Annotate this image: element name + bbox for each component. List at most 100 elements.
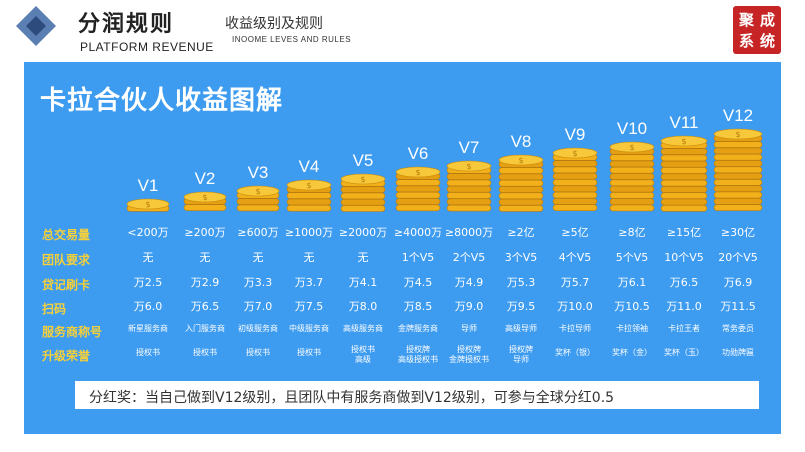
row-label: 总交易量	[42, 228, 91, 242]
table-cell: 万3.7	[294, 276, 324, 289]
table-cell: 奖杯（金）	[612, 348, 652, 357]
table-cell: 万10.5	[614, 300, 650, 313]
panel-title: 卡拉合伙人收益图解	[40, 86, 284, 116]
table-cell: 万5.7	[560, 276, 590, 289]
table-cell: 奖杯（玉）	[664, 348, 704, 357]
table-cell: 万4.5	[403, 276, 433, 289]
row-label: 贷记刷卡	[42, 278, 91, 292]
row-label: 扫码	[42, 302, 67, 316]
table-cell: 授权牌 导师	[509, 345, 533, 364]
row-label: 服务商称号	[42, 325, 103, 339]
page-title: 分润规则	[78, 12, 175, 37]
level-label: V5	[352, 150, 374, 170]
table-cell: ≥600万	[237, 226, 279, 239]
table-cell: 万10.0	[557, 300, 593, 313]
table-cell: 入门服务商	[185, 324, 225, 333]
table-cell: 新星服务商	[128, 324, 168, 333]
coin-stack-v7: $	[446, 160, 492, 214]
coin-stack-v12: $	[713, 128, 763, 214]
level-label: V3	[247, 163, 269, 183]
svg-text:$: $	[735, 130, 740, 139]
level-label: V7	[458, 137, 480, 157]
table-cell: 卡拉领袖	[616, 324, 648, 333]
seal-char: 统	[759, 32, 775, 50]
table-cell: 万8.5	[403, 300, 433, 313]
table-cell: ≥15亿	[666, 226, 702, 239]
level-label: V10	[616, 119, 648, 138]
table-cell: 无	[252, 251, 264, 264]
seal-char: 成	[759, 11, 775, 29]
coin-stack-v10: $	[609, 141, 655, 214]
coin-stack-v4: $	[286, 179, 332, 214]
level-label: V2	[194, 169, 216, 189]
table-cell: ≥8000万	[444, 226, 494, 239]
level-label: V9	[564, 125, 586, 145]
table-cell: 授权书	[136, 348, 160, 357]
table-cell: 10个V5	[664, 251, 704, 264]
table-cell: 无	[357, 251, 369, 264]
table-cell: 2个V5	[452, 251, 486, 264]
bonus-box	[75, 381, 759, 409]
table-cell: 高级服务商	[343, 324, 383, 333]
table-cell: ≥30亿	[720, 226, 756, 239]
table-cell: 万7.5	[294, 300, 324, 313]
table-cell: 无	[303, 251, 315, 264]
table-cell: 万6.9	[723, 276, 753, 289]
level-label: V11	[669, 112, 699, 132]
table-cell: 万4.9	[454, 276, 484, 289]
table-cell: 高级导师	[505, 324, 537, 333]
coin-stack-v8: $	[498, 154, 544, 214]
svg-text:$: $	[145, 200, 150, 209]
table-cell: 万7.0	[243, 300, 273, 313]
svg-text:$: $	[466, 162, 471, 171]
table-cell: 授权牌 高级授权书	[398, 345, 438, 364]
table-cell: 万3.3	[243, 276, 273, 289]
svg-text:$: $	[572, 149, 577, 158]
table-cell: 卡拉导师	[559, 324, 591, 333]
table-cell: 20个V5	[718, 251, 758, 264]
coin-stack-v2: $	[183, 191, 227, 214]
table-cell: 无	[142, 251, 154, 264]
table-cell: 奖杯（银）	[555, 348, 595, 357]
coin-stack-v3: $	[236, 185, 280, 214]
svg-text:$: $	[518, 156, 523, 165]
table-cell: 3个V5	[504, 251, 538, 264]
table-cell: 万5.3	[506, 276, 536, 289]
svg-text:$: $	[681, 137, 686, 146]
table-cell: ≥1000万	[284, 226, 334, 239]
logo-icon	[14, 4, 58, 48]
table-cell: ≥2000万	[338, 226, 388, 239]
table-cell: 万9.5	[506, 300, 536, 313]
svg-text:$: $	[360, 175, 365, 184]
table-cell: ≥8亿	[618, 226, 646, 239]
svg-text:$: $	[415, 168, 420, 177]
table-cell: 万11.5	[720, 300, 756, 313]
table-cell: ≥5亿	[561, 226, 589, 239]
svg-text:$: $	[202, 193, 207, 202]
table-cell: 4个V5	[558, 251, 592, 264]
table-cell: 功勋牌匾	[722, 348, 754, 357]
table-cell: <200万	[127, 226, 169, 239]
coin-stack-v1: $	[126, 198, 170, 214]
level-label: V12	[722, 106, 754, 126]
table-cell: 万6.5	[669, 276, 699, 289]
table-cell: 授权书	[193, 348, 217, 357]
coin-stack-v5: $	[340, 173, 386, 215]
table-cell: 授权牌 金牌授权书	[449, 345, 489, 364]
brand-seal: 聚 成 系 统	[733, 6, 781, 54]
level-label: V1	[137, 175, 159, 195]
table-cell: 万6.0	[133, 300, 163, 313]
page-title-en: PLATFORM REVENUE	[80, 40, 214, 54]
svg-text:$: $	[629, 143, 634, 152]
table-cell: 授权书	[246, 348, 270, 357]
table-cell: 万2.9	[190, 276, 220, 289]
table-cell: 万6.5	[190, 300, 220, 313]
level-label: V8	[510, 131, 532, 151]
table-cell: ≥2亿	[507, 226, 535, 239]
table-cell: 常务委员	[722, 324, 754, 333]
table-cell: 万8.0	[348, 300, 378, 313]
coin-stack-v11: $	[660, 135, 708, 214]
table-cell: ≥4000万	[393, 226, 443, 239]
svg-text:$: $	[255, 187, 260, 196]
table-cell: 无	[199, 251, 211, 264]
